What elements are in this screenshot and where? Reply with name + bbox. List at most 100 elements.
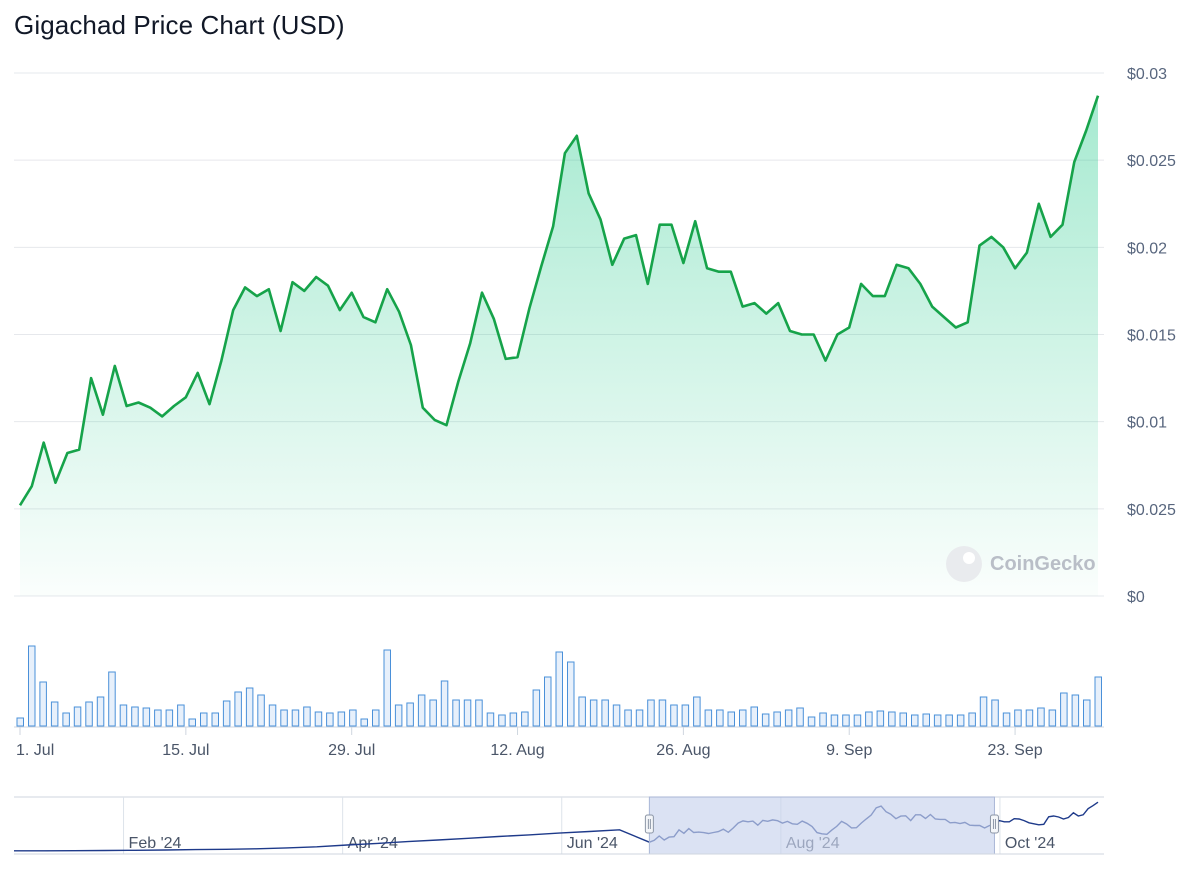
x-tick-label: 26. Aug	[656, 742, 710, 759]
navigator-right-handle[interactable]	[989, 814, 999, 834]
volume-bar	[200, 712, 208, 727]
volume-bar	[979, 696, 988, 727]
volume-bar	[280, 709, 288, 727]
volume-bar	[417, 694, 426, 727]
volume-bar	[234, 691, 242, 727]
volume-bar	[50, 701, 59, 727]
volume-bar	[28, 645, 36, 727]
y-tick-label: $0.01	[1127, 415, 1167, 432]
volume-bar	[612, 704, 621, 727]
volume-bar	[865, 711, 873, 727]
volume-bar	[16, 717, 24, 727]
volume-bar	[761, 713, 770, 727]
volume-bar	[154, 709, 162, 727]
volume-bar	[131, 706, 139, 727]
volume-bar	[1071, 694, 1080, 727]
volume-bar	[177, 704, 185, 727]
y-tick-label: $0.02	[1127, 240, 1167, 257]
price-area	[20, 95, 1098, 596]
x-tick-label: 23. Sep	[987, 742, 1042, 759]
volume-bar	[475, 699, 483, 727]
volume-bar	[624, 709, 632, 727]
volume-bar	[62, 712, 70, 727]
navigator-selection-window[interactable]	[648, 796, 995, 855]
volume-bar	[945, 714, 953, 727]
x-tick-label: 15. Jul	[162, 742, 209, 759]
volume-bar	[383, 649, 391, 727]
volume-bar	[268, 704, 277, 727]
volume-bar	[337, 711, 346, 727]
x-tick-label: 1. Jul	[16, 742, 54, 759]
volume-bar	[933, 714, 942, 727]
y-tick-label: $0.015	[1127, 328, 1176, 345]
volume-bar	[784, 709, 793, 727]
volume-bar	[704, 709, 713, 727]
volume-bar	[544, 676, 552, 727]
volume-bar	[922, 713, 930, 727]
volume-bar	[257, 694, 265, 727]
x-tick-label: 9. Sep	[826, 742, 872, 759]
volume-bar	[429, 699, 437, 727]
volume-bar	[589, 699, 598, 727]
volume-bar	[968, 712, 976, 727]
navigator-tick-label: Feb '24	[129, 835, 182, 852]
volume-bar	[739, 709, 747, 727]
volume-bar	[876, 710, 885, 727]
x-axis: 1. Jul 15. Jul 29. Jul 12. Aug 26. Aug 9. Sep…	[14, 726, 1104, 759]
volume-bar	[819, 712, 827, 727]
volume-bar	[750, 706, 758, 727]
x-tick-label: 12. Aug	[490, 742, 544, 759]
volume-bar	[567, 661, 575, 727]
volume-bar	[486, 712, 495, 727]
volume-bar	[578, 696, 586, 727]
volume-bar	[188, 718, 196, 727]
navigator-tick-label: Jun '24	[567, 835, 618, 852]
volume-bar	[326, 712, 334, 727]
volume-bar	[647, 699, 655, 727]
volume-bar	[463, 699, 472, 727]
volume-bar	[108, 671, 116, 727]
volume-bar	[509, 712, 518, 727]
volume-bar	[727, 711, 735, 727]
volume-bar	[635, 709, 644, 727]
volume-bar	[211, 712, 219, 727]
navigator-tick-label: Oct '24	[1005, 835, 1055, 852]
volume-bar	[165, 709, 174, 727]
gecko-eye-icon	[963, 552, 975, 564]
volume-bar	[601, 699, 609, 727]
volume-bar	[245, 687, 254, 727]
volume-bar	[39, 681, 47, 727]
volume-bar	[899, 712, 907, 727]
y-tick-label: $0	[1127, 589, 1145, 606]
volume-bar	[555, 651, 563, 727]
volume-bar	[291, 709, 300, 727]
volume-bar	[807, 716, 816, 727]
navigator-left-handle[interactable]	[644, 814, 654, 834]
volume-bar	[349, 709, 357, 727]
volume-bar	[532, 689, 541, 727]
y-tick-label: $0.025	[1127, 153, 1176, 170]
y-tick-label: $0.025	[1127, 502, 1176, 519]
volume-bar	[394, 704, 403, 727]
volume-bar	[314, 711, 323, 727]
volume-bar	[360, 718, 368, 727]
coingecko-watermark: CoinGecko	[946, 546, 1096, 582]
price-line[interactable]	[18, 95, 1100, 506]
y-tick-label: $0.03	[1127, 66, 1167, 83]
volume-bar	[1025, 709, 1034, 727]
volume-bar	[452, 699, 460, 727]
volume-bar	[796, 707, 804, 727]
volume-bar	[372, 709, 380, 727]
chart-title: Gigachad Price Chart (USD)	[14, 10, 345, 40]
volume-bar	[888, 711, 896, 727]
volume-bar	[681, 704, 690, 727]
volume-bar	[1002, 712, 1011, 727]
volume-bar	[658, 699, 667, 727]
volume-bar	[142, 707, 151, 727]
volume-bar	[303, 706, 311, 727]
y-axis: $0 $0.025 $0.01 $0.015 $0.02 $0.025 $0.03	[1127, 66, 1176, 606]
volume-bar	[73, 706, 82, 727]
volume-bar	[1060, 692, 1068, 727]
